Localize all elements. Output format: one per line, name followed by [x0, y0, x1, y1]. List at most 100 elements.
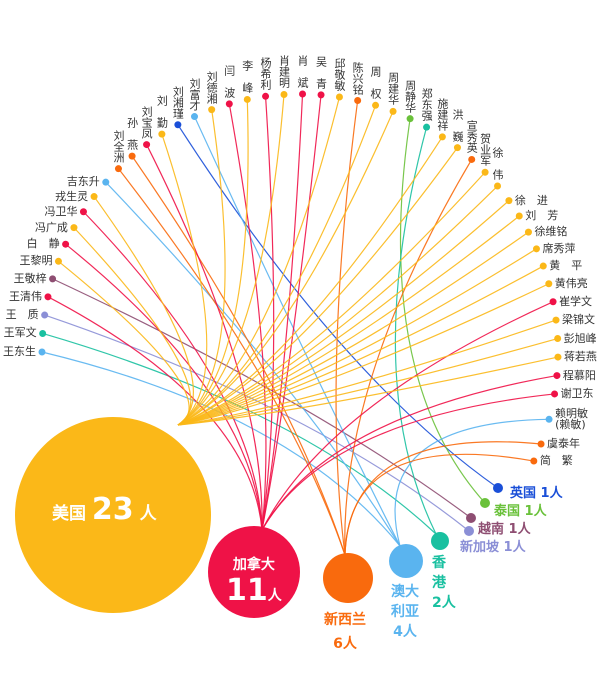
- person-dot[interactable]: [532, 245, 540, 253]
- person-dot[interactable]: [554, 353, 562, 361]
- person-dot[interactable]: [102, 178, 110, 186]
- person-name[interactable]: 谢卫东: [560, 386, 594, 400]
- person-name[interactable]: 吉东升: [66, 175, 100, 189]
- person-dot[interactable]: [354, 97, 362, 105]
- person-dot[interactable]: [39, 329, 47, 337]
- person-dot[interactable]: [406, 115, 414, 123]
- bubble-uk[interactable]: [493, 483, 503, 493]
- person-name[interactable]: 崔学文: [559, 294, 593, 308]
- person-name[interactable]: 刘 勤: [155, 95, 169, 129]
- person-name[interactable]: 肖 斌: [296, 55, 310, 88]
- person-dot[interactable]: [158, 130, 166, 138]
- person-name[interactable]: 白 静: [26, 237, 60, 251]
- person-name[interactable]: 吴 青: [314, 55, 328, 89]
- person-name[interactable]: 程慕阳: [562, 368, 596, 382]
- person-dot[interactable]: [335, 93, 343, 101]
- person-dot[interactable]: [243, 95, 251, 103]
- person-dot[interactable]: [468, 155, 476, 163]
- person-dot[interactable]: [44, 293, 52, 301]
- person-dot[interactable]: [49, 275, 57, 283]
- person-name[interactable]: 孙 燕: [125, 117, 139, 151]
- person-dot[interactable]: [549, 298, 557, 306]
- person-dot[interactable]: [79, 208, 87, 216]
- person-dot[interactable]: [551, 390, 559, 398]
- person-name[interactable]: 冯广成: [34, 220, 68, 234]
- person-dot[interactable]: [372, 101, 380, 109]
- person-name[interactable]: 徐 进: [514, 193, 548, 207]
- person-dot[interactable]: [539, 262, 547, 270]
- person-name[interactable]: 王 质: [5, 308, 39, 322]
- person-name[interactable]: 王东生: [3, 345, 36, 358]
- person-name[interactable]: 洪 巍: [450, 108, 464, 142]
- person-name[interactable]: 虞泰年: [547, 436, 581, 450]
- person-dot[interactable]: [481, 168, 489, 176]
- person-dot[interactable]: [552, 316, 560, 324]
- person-dot[interactable]: [494, 182, 502, 190]
- person-name[interactable]: 刘 芳: [525, 209, 559, 223]
- person-name[interactable]: 席秀萍: [542, 241, 576, 255]
- person-dot[interactable]: [225, 100, 233, 108]
- person-name[interactable]: 刘德湘: [205, 70, 219, 104]
- person-dot[interactable]: [41, 311, 49, 319]
- person-dot[interactable]: [537, 440, 545, 448]
- person-name[interactable]: 陈兴铭: [351, 61, 365, 95]
- person-dot[interactable]: [553, 372, 561, 380]
- person-name[interactable]: 闫 波: [222, 64, 236, 98]
- bubble-canada[interactable]: [208, 526, 300, 618]
- person-dot[interactable]: [389, 107, 397, 115]
- person-dot[interactable]: [54, 257, 62, 265]
- person-dot[interactable]: [262, 92, 270, 100]
- person-dot[interactable]: [38, 348, 46, 356]
- person-name[interactable]: 周 权: [369, 66, 383, 100]
- person-dot[interactable]: [143, 141, 151, 149]
- person-name[interactable]: 贺业军: [478, 133, 492, 167]
- person-name[interactable]: 王军文: [3, 326, 37, 340]
- person-name[interactable]: 黄 平: [549, 259, 583, 273]
- bubble-thailand[interactable]: [480, 498, 490, 508]
- bubble-australia[interactable]: [389, 544, 423, 578]
- person-dot[interactable]: [515, 212, 523, 220]
- person-dot[interactable]: [530, 457, 538, 465]
- person-name[interactable]: 杨希利: [259, 57, 273, 91]
- person-name[interactable]: 黄伟亮: [554, 276, 588, 290]
- person-dot[interactable]: [317, 91, 325, 99]
- person-dot[interactable]: [299, 90, 307, 98]
- bubble-hk[interactable]: [431, 532, 449, 550]
- person-dot[interactable]: [545, 280, 553, 288]
- person-name[interactable]: 郑东强: [420, 88, 434, 122]
- person-dot[interactable]: [505, 197, 513, 205]
- person-name[interactable]: 王清伟: [8, 289, 42, 303]
- person-dot[interactable]: [524, 228, 532, 236]
- person-dot[interactable]: [62, 240, 70, 248]
- person-dot[interactable]: [423, 123, 431, 131]
- person-name[interactable]: 宣秀英: [465, 120, 479, 154]
- person-name[interactable]: 李 峰: [240, 60, 254, 94]
- person-name[interactable]: 施建祥: [435, 97, 449, 131]
- person-dot[interactable]: [453, 144, 461, 152]
- person-name[interactable]: 周静华: [403, 79, 417, 113]
- person-dot[interactable]: [191, 113, 199, 121]
- bubble-singapore[interactable]: [464, 526, 474, 536]
- person-name[interactable]: 刘宝凤: [140, 105, 154, 139]
- person-dot[interactable]: [128, 152, 136, 160]
- person-name[interactable]: 简 繁: [539, 454, 573, 468]
- person-name[interactable]: 戎生灵: [55, 189, 89, 203]
- person-name[interactable]: 邱敬敏: [332, 58, 346, 92]
- person-dot[interactable]: [174, 121, 182, 129]
- person-name[interactable]: 刘湘瑾: [171, 85, 185, 119]
- person-name[interactable]: 刘全洲: [111, 129, 125, 163]
- person-name[interactable]: 蒋若燕: [563, 350, 597, 364]
- bubble-nz[interactable]: [323, 553, 373, 603]
- person-name[interactable]: 彭旭峰: [563, 331, 597, 345]
- person-dot[interactable]: [208, 106, 216, 114]
- person-name[interactable]: 赖明敏 (赖敏): [555, 407, 589, 432]
- person-dot[interactable]: [114, 165, 122, 173]
- person-name[interactable]: 徐 伟: [491, 147, 505, 181]
- person-name[interactable]: 刘富才: [188, 77, 201, 111]
- person-dot[interactable]: [90, 193, 98, 201]
- person-name[interactable]: 梁锦文: [562, 313, 596, 327]
- person-name[interactable]: 冯卫华: [44, 204, 78, 218]
- person-dot[interactable]: [554, 335, 562, 343]
- person-dot[interactable]: [280, 90, 288, 98]
- person-dot[interactable]: [438, 133, 446, 141]
